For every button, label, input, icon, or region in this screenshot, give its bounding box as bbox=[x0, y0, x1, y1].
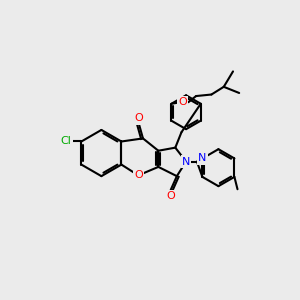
Text: N: N bbox=[182, 157, 190, 166]
Text: Cl: Cl bbox=[61, 136, 71, 146]
Text: O: O bbox=[135, 113, 143, 123]
Text: O: O bbox=[166, 191, 175, 201]
Text: O: O bbox=[178, 97, 187, 107]
Text: N: N bbox=[198, 153, 207, 164]
Text: O: O bbox=[134, 170, 143, 180]
